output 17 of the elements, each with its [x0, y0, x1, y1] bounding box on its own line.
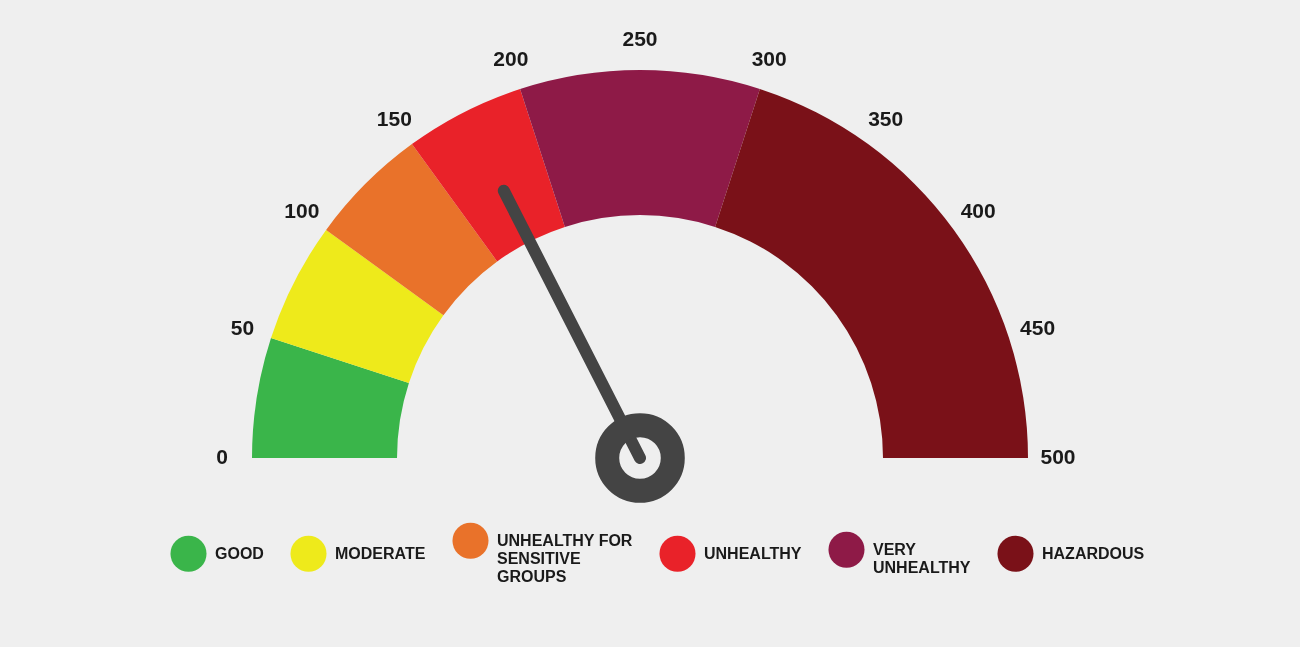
legend-label: VERY UNHEALTHY	[873, 540, 971, 576]
text: 350	[868, 106, 904, 130]
text: 0	[216, 445, 228, 468]
legend-label: UNHEALTHY FOR SENSITIVE GROUPS	[497, 531, 633, 585]
text: 450	[1020, 315, 1056, 339]
text: 400	[960, 199, 996, 223]
text: 500	[1040, 445, 1076, 468]
legend-label: HAZARDOUS	[1042, 544, 1145, 562]
text: 100	[284, 199, 320, 223]
text: 50	[230, 315, 255, 339]
legend-label: GOOD	[215, 544, 264, 562]
text: 150	[376, 106, 412, 130]
text: 300	[751, 47, 787, 71]
legend-label: UNHEALTHY	[704, 544, 802, 562]
text: 250	[622, 27, 658, 50]
legend-label: MODERATE	[335, 544, 426, 562]
text: 200	[493, 47, 529, 71]
